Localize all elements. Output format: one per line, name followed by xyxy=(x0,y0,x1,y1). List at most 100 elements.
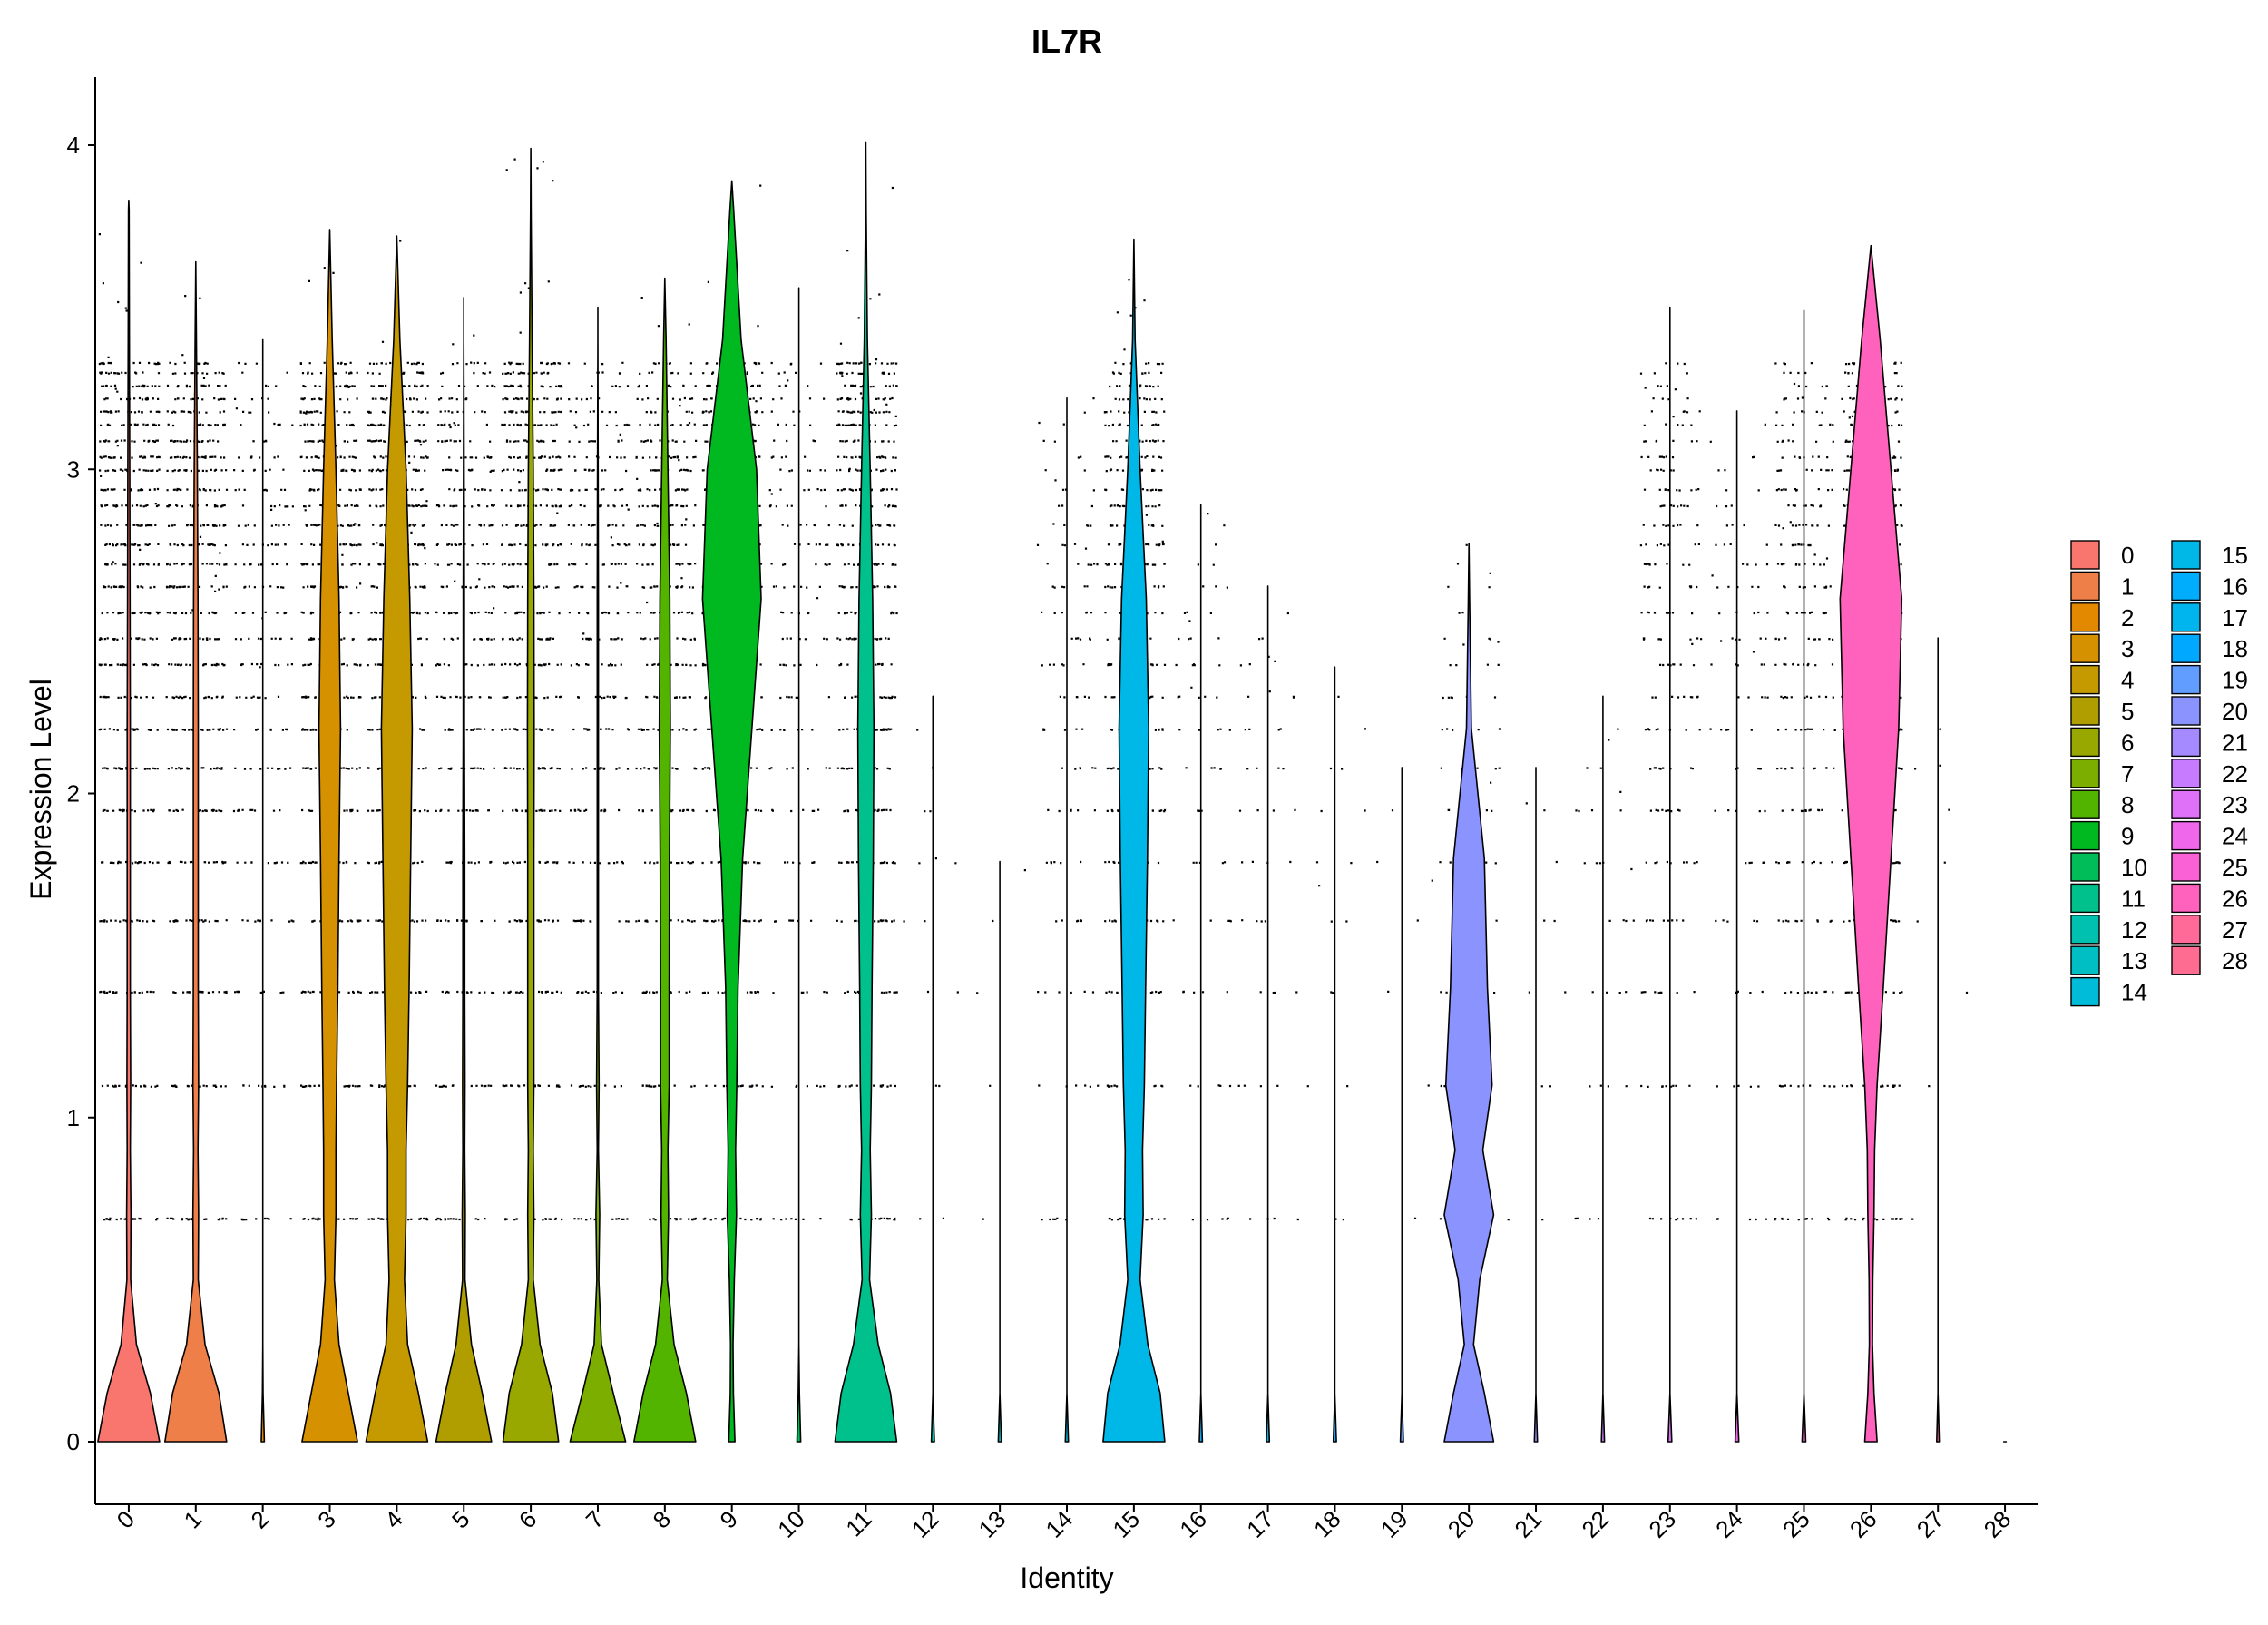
jitter-points-16 xyxy=(1172,513,1232,1221)
jitter-points-23 xyxy=(1639,362,1703,1221)
legend-item-19: 19 xyxy=(2171,664,2248,695)
legend-label-28: 28 xyxy=(2222,947,2248,974)
jitter-points-22 xyxy=(1574,728,1635,1220)
violin-body-6 xyxy=(502,147,560,1443)
jitter-points-path-13 xyxy=(976,869,1026,1220)
legend-label-0: 0 xyxy=(2121,542,2134,569)
legend-item-1: 1 xyxy=(2070,571,2134,602)
x-tick-label-18: 18 xyxy=(1308,1505,1346,1543)
violin-3 xyxy=(301,229,358,1443)
legend-swatch-16 xyxy=(2171,571,2201,602)
legend-item-20: 20 xyxy=(2171,696,2248,726)
legend-swatch-11 xyxy=(2070,883,2100,914)
x-tick-label-10: 10 xyxy=(772,1505,810,1543)
violin-body-15 xyxy=(1102,238,1166,1443)
x-tick-label-15: 15 xyxy=(1107,1505,1145,1543)
violin-22 xyxy=(1600,695,1606,1443)
legend-swatch-10 xyxy=(2070,852,2100,882)
legend-label-19: 19 xyxy=(2222,667,2248,694)
legend-swatch-19 xyxy=(2171,664,2201,695)
legend-label-3: 3 xyxy=(2121,635,2134,662)
jitter-points-18 xyxy=(1306,695,1366,1221)
violin-23 xyxy=(1667,306,1673,1443)
violin-19 xyxy=(1399,767,1404,1443)
jitter-points-14 xyxy=(1036,397,1100,1221)
x-tick-label-12: 12 xyxy=(906,1505,944,1543)
legend-swatch-2 xyxy=(2070,602,2100,632)
violin-24 xyxy=(1734,410,1740,1443)
violin-body-8 xyxy=(633,277,697,1443)
legend-item-22: 22 xyxy=(2171,759,2248,788)
legend-swatch-8 xyxy=(2070,789,2100,819)
legend-item-16: 16 xyxy=(2171,571,2248,602)
legend-label-10: 10 xyxy=(2121,854,2147,881)
x-tick-label-6: 6 xyxy=(513,1505,542,1533)
legend: 0123456789101112131415161718192021222324… xyxy=(2070,540,2248,1007)
legend-label-25: 25 xyxy=(2222,854,2248,881)
y-tick-label-2: 2 xyxy=(67,780,80,808)
x-tick-label-26: 26 xyxy=(1844,1505,1882,1543)
legend-swatch-1 xyxy=(2070,571,2100,602)
x-tick-label-5: 5 xyxy=(446,1505,474,1533)
legend-item-26: 26 xyxy=(2171,883,2248,914)
legend-swatch-14 xyxy=(2070,976,2100,1007)
violin-5 xyxy=(435,297,493,1443)
violin-body-5 xyxy=(435,297,493,1443)
x-ticks: 0 1 2 3 4 5 6 7 8 9 10 11 12 13 14 15 16 17 18 19 20 21 22 23 24… xyxy=(112,1504,2017,1543)
legend-swatch-28 xyxy=(2171,945,2201,975)
legend-item-10: 10 xyxy=(2070,852,2147,882)
legend-label-21: 21 xyxy=(2222,729,2248,756)
legend-swatch-13 xyxy=(2070,945,2100,975)
violin-26 xyxy=(1839,244,1903,1443)
jitter-points-path-16 xyxy=(1172,513,1232,1221)
legend-item-17: 17 xyxy=(2171,602,2248,632)
legend-item-25: 25 xyxy=(2171,852,2248,882)
legend-swatch-18 xyxy=(2171,633,2201,663)
violin-27 xyxy=(1936,637,1941,1443)
x-tick-label-28: 28 xyxy=(1979,1505,2017,1543)
legend-swatch-23 xyxy=(2171,789,2201,819)
violin-21 xyxy=(1533,767,1539,1443)
jitter-points-path-22 xyxy=(1574,728,1635,1220)
legend-item-28: 28 xyxy=(2171,945,2248,975)
violin-body-13 xyxy=(997,860,1002,1443)
legend-item-8: 8 xyxy=(2070,789,2134,819)
jitter-points-3 xyxy=(299,267,362,1221)
x-axis-label: Identity xyxy=(1020,1561,1113,1594)
violin-body-18 xyxy=(1332,666,1337,1443)
legend-label-8: 8 xyxy=(2121,791,2134,818)
violins-layer xyxy=(97,141,2008,1443)
legend-item-15: 15 xyxy=(2171,540,2248,570)
legend-item-21: 21 xyxy=(2171,727,2248,758)
x-tick-label-14: 14 xyxy=(1041,1505,1079,1543)
legend-label-15: 15 xyxy=(2222,542,2248,569)
x-tick-label-24: 24 xyxy=(1710,1505,1748,1543)
legend-label-12: 12 xyxy=(2121,916,2147,944)
violin-body-11 xyxy=(834,141,898,1443)
violin-body-19 xyxy=(1399,767,1404,1443)
legend-label-26: 26 xyxy=(2222,885,2248,912)
violin-body-21 xyxy=(1533,767,1539,1443)
y-axis-label: Expression Level xyxy=(24,679,57,900)
jitter-points-path-18 xyxy=(1306,695,1366,1221)
jitter-points-21 xyxy=(1507,802,1567,1221)
legend-swatch-12 xyxy=(2070,915,2100,945)
legend-label-22: 22 xyxy=(2222,760,2248,788)
x-tick-label-27: 27 xyxy=(1911,1505,1950,1543)
x-tick-label-23: 23 xyxy=(1643,1505,1681,1543)
violin-18 xyxy=(1332,666,1337,1443)
violin-body-22 xyxy=(1600,695,1606,1443)
violin-body-1 xyxy=(164,260,228,1443)
jitter-points-12 xyxy=(903,729,959,1220)
x-tick-label-3: 3 xyxy=(312,1505,340,1533)
violin-9 xyxy=(701,180,762,1443)
jitter-points-path-21 xyxy=(1507,802,1567,1221)
violin-body-0 xyxy=(97,199,161,1443)
jitter-points-27 xyxy=(1911,728,1969,1220)
violin-body-10 xyxy=(796,287,802,1443)
y-tick-label-0: 0 xyxy=(67,1428,80,1455)
violin-2 xyxy=(260,338,266,1443)
violin-body-2 xyxy=(260,338,266,1443)
